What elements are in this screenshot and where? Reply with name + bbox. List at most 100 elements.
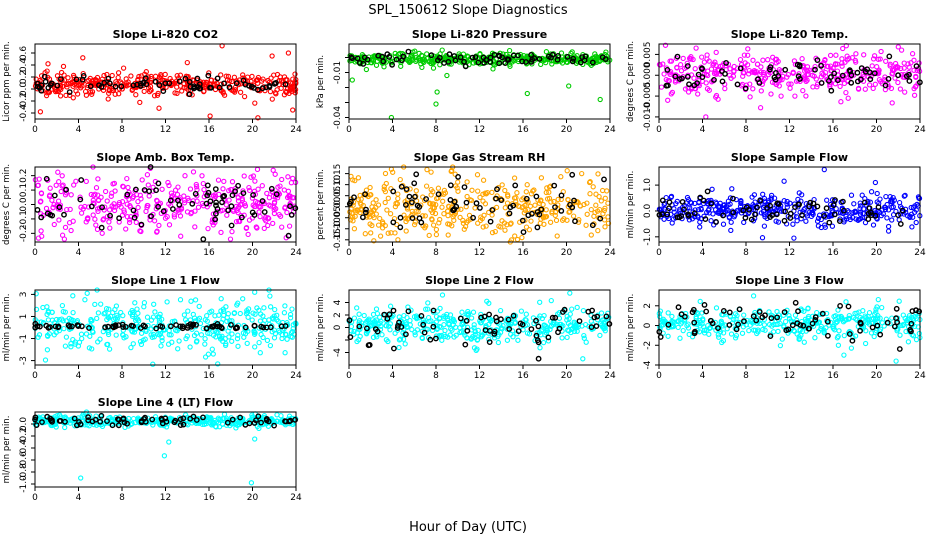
data-point xyxy=(711,61,717,67)
reference-point xyxy=(107,212,114,219)
data-point xyxy=(229,338,235,344)
data-point xyxy=(827,63,834,69)
data-point xyxy=(521,210,527,216)
reference-point xyxy=(140,79,147,86)
data-point xyxy=(38,228,44,234)
data-point xyxy=(520,195,527,201)
x-tick-label: 0 xyxy=(346,125,352,135)
data-point xyxy=(397,176,403,183)
outlier-point xyxy=(395,237,401,243)
data-point xyxy=(290,175,296,182)
data-point xyxy=(235,343,241,349)
reference-point xyxy=(464,327,471,334)
reference-point xyxy=(752,211,758,218)
data-point xyxy=(267,293,273,299)
data-point xyxy=(858,203,864,209)
reference-point xyxy=(194,75,201,82)
reference-point xyxy=(523,195,530,202)
data-point xyxy=(223,304,229,310)
figure-title: SPL_150612 Slope Diagnostics xyxy=(368,3,567,18)
data-point xyxy=(47,185,53,191)
data-point xyxy=(801,339,807,345)
data-point xyxy=(523,189,529,195)
x-tick-label: 8 xyxy=(119,493,125,503)
data-point xyxy=(870,56,877,62)
x-tick-label: 24 xyxy=(604,371,616,381)
data-point xyxy=(413,188,419,194)
data-point xyxy=(701,59,708,65)
data-point xyxy=(35,235,42,241)
data-point xyxy=(867,199,874,205)
data-point xyxy=(196,315,203,321)
data-point xyxy=(778,208,785,214)
data-point xyxy=(35,182,41,189)
data-point xyxy=(101,72,107,79)
reference-point xyxy=(885,76,892,82)
reference-point xyxy=(251,420,258,426)
reference-point xyxy=(700,197,707,204)
data-point xyxy=(104,213,111,220)
data-point xyxy=(165,179,171,186)
reference-point xyxy=(214,75,221,82)
data-point xyxy=(138,196,144,202)
reference-point xyxy=(226,84,233,91)
data-point xyxy=(765,57,771,63)
data-point xyxy=(136,73,142,80)
data-point xyxy=(522,202,528,209)
data-point xyxy=(441,187,448,194)
reference-point xyxy=(472,54,479,60)
reference-point xyxy=(155,180,162,187)
data-point xyxy=(713,71,719,77)
reference-point xyxy=(176,201,183,208)
data-point xyxy=(216,191,222,198)
reference-point xyxy=(593,323,600,329)
data-point xyxy=(188,298,194,304)
reference-point xyxy=(402,201,409,208)
reference-point xyxy=(512,182,519,189)
y-tick-label: 1 xyxy=(19,314,29,320)
reference-point xyxy=(489,207,496,213)
reference-point xyxy=(519,217,526,224)
data-point xyxy=(260,313,266,319)
data-point xyxy=(157,330,164,337)
reference-point xyxy=(232,325,239,332)
data-point xyxy=(179,88,185,94)
data-point xyxy=(92,216,98,222)
reference-point xyxy=(913,307,919,314)
data-point xyxy=(58,69,65,76)
data-point xyxy=(160,85,166,91)
data-point xyxy=(745,46,751,52)
data-point xyxy=(249,195,256,201)
reference-point xyxy=(240,77,247,84)
data-point xyxy=(464,193,470,200)
outlier-point xyxy=(841,352,847,358)
reference-point xyxy=(713,218,719,225)
data-point xyxy=(890,67,897,74)
reference-point xyxy=(107,80,113,87)
data-point xyxy=(838,99,844,105)
outlier-point xyxy=(728,227,734,234)
reference-point xyxy=(699,74,706,81)
data-point xyxy=(190,169,197,175)
reference-point xyxy=(162,80,169,87)
y-tick-label: 0.10 xyxy=(333,174,343,194)
data-point xyxy=(176,196,182,202)
reference-point xyxy=(112,83,119,90)
data-point xyxy=(765,71,772,78)
reference-point xyxy=(676,76,683,83)
data-point xyxy=(151,218,158,224)
data-point xyxy=(46,193,53,199)
reference-point xyxy=(470,214,476,221)
data-point xyxy=(449,223,455,229)
data-point xyxy=(229,228,235,235)
data-point xyxy=(822,69,829,76)
x-tick-label: 4 xyxy=(700,248,706,258)
data-point xyxy=(442,190,449,196)
data-point xyxy=(182,317,189,323)
reference-point xyxy=(828,87,835,94)
data-point xyxy=(105,314,111,320)
data-point xyxy=(119,199,126,205)
reference-point xyxy=(405,48,412,55)
data-point xyxy=(367,184,373,191)
data-point xyxy=(433,226,440,233)
